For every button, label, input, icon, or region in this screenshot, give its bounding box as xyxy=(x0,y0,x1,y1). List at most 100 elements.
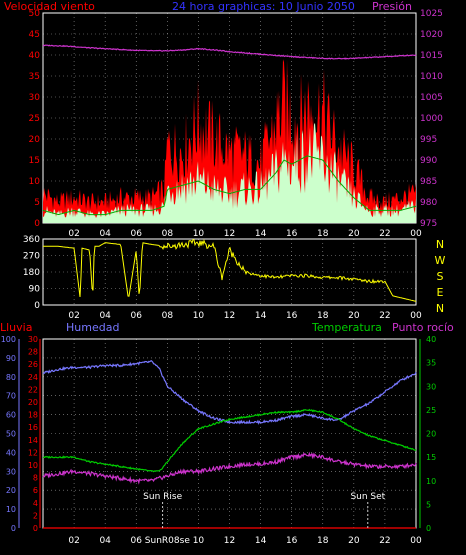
pressure-y-tick-label: 1000 xyxy=(420,114,443,124)
x-tick-label: 04 xyxy=(99,536,111,546)
humidity-line xyxy=(42,359,417,425)
humidity-y-tick-label: 10 xyxy=(6,505,16,514)
rain-y-tick-label: 0 xyxy=(33,524,38,533)
humidity-y-tick-label: 80 xyxy=(6,373,16,382)
humidity-y-tick-label: 60 xyxy=(6,411,16,420)
direction-y-tick-label: 360 xyxy=(23,235,40,245)
x-tick-label: 20 xyxy=(348,311,360,321)
direction-y-tick-label: 90 xyxy=(29,285,41,295)
x-tick-label: 14 xyxy=(255,229,267,239)
x-tick-label: 20 xyxy=(348,229,360,239)
rain-y-tick-label: 6 xyxy=(33,486,38,495)
humidity-y-tick-label: 20 xyxy=(6,486,16,495)
x-tick-label: 22 xyxy=(379,536,390,546)
wind-y-tick-label: 5 xyxy=(34,198,40,208)
wind-y-tick-label: 35 xyxy=(29,72,40,82)
temperature-y-tick-label: 20 xyxy=(426,430,436,439)
x-tick-label: 16 xyxy=(286,311,298,321)
humidity-y-tick-label: 0 xyxy=(11,524,16,533)
x-tick-label: 14 xyxy=(255,536,267,546)
x-tick-label: SunR08se xyxy=(145,536,191,546)
wind-avg-line xyxy=(42,155,417,216)
wind-marks xyxy=(42,44,417,223)
x-tick-label: 00 xyxy=(410,229,422,239)
temperature-y-tick-label: 0 xyxy=(426,524,431,533)
direction-y-tick-label: 0 xyxy=(34,301,40,311)
humidity-y-tick-label: 40 xyxy=(6,448,16,457)
sun-annotation: Sun Rise xyxy=(143,492,182,502)
compass-label: S xyxy=(437,270,444,283)
wind-y-tick-label: 50 xyxy=(29,9,41,19)
x-tick-label: 14 xyxy=(255,311,267,321)
chart-title: 24 hora graphicas: 10 Junio 2050 xyxy=(172,0,355,13)
pressure-y-tick-label: 990 xyxy=(420,156,437,166)
x-tick-label: 08 xyxy=(162,229,174,239)
wind-x-ticks: 02 04 06 08 10 12 14 16 18 20 22 00 xyxy=(68,229,422,239)
x-tick-label: 06 xyxy=(131,311,143,321)
pressure-line xyxy=(42,44,417,60)
rain-y-tick-label: 14 xyxy=(28,436,38,445)
sun-annotation: Sun Set xyxy=(350,492,385,502)
pressure-axis-label: Presión xyxy=(372,0,412,13)
x-tick-label: 02 xyxy=(68,536,79,546)
x-tick-label: 00 xyxy=(410,536,422,546)
temperature-y-tick-label: 40 xyxy=(426,335,436,344)
humidity-y-tick-label: 30 xyxy=(6,467,16,476)
pressure-y-ticks: 1025 1020 1015 1010 1005 1000 995 990 985 980 975 xyxy=(420,9,443,229)
pressure-y-tick-label: 1015 xyxy=(420,51,443,61)
rain-axis-label: Lluvia xyxy=(0,321,32,334)
humidity-axis-label: Humedad xyxy=(66,321,119,334)
pressure-y-tick-label: 980 xyxy=(420,198,437,208)
temperature-line xyxy=(42,408,417,473)
rain-y-tick-label: 10 xyxy=(28,461,38,470)
x-tick-label: 08 xyxy=(162,311,174,321)
compass-label: N xyxy=(436,238,444,251)
rain-y-tick-label: 2 xyxy=(33,511,38,520)
x-tick-label: 02 xyxy=(68,311,79,321)
sun-annotations: Sun Rise Sun Set xyxy=(143,492,386,528)
humidity-y-tick-label: 100 xyxy=(1,335,16,344)
temperature-y-tick-label: 35 xyxy=(426,359,436,368)
x-tick-label: 00 xyxy=(410,311,422,321)
temperature-y-tick-label: 10 xyxy=(426,477,436,486)
x-tick-label: 12 xyxy=(224,311,235,321)
humidity-y-tick-label: 50 xyxy=(6,430,16,439)
x-tick-label: 22 xyxy=(379,229,390,239)
wind-y-tick-label: 25 xyxy=(29,114,40,124)
x-tick-label: 16 xyxy=(286,536,298,546)
pressure-y-tick-label: 975 xyxy=(420,219,437,229)
temperature-y-tick-label: 5 xyxy=(426,500,431,509)
x-tick-label: 04 xyxy=(99,229,111,239)
rain-y-tick-label: 24 xyxy=(28,373,38,382)
temp-x-ticks: 02 04 06 SunR08se 10 12 14 16 18 20 22 00 xyxy=(68,536,422,546)
x-tick-label: 10 xyxy=(193,311,205,321)
direction-y-tick-label: 270 xyxy=(23,252,40,262)
pressure-y-tick-label: 1010 xyxy=(420,72,443,82)
direction-y-tick-label: 180 xyxy=(23,268,40,278)
wind-y-tick-label: 30 xyxy=(29,93,41,103)
temperature-y-tick-label: 25 xyxy=(426,406,436,415)
wind-y-tick-label: 20 xyxy=(29,135,41,145)
x-tick-label: 18 xyxy=(317,536,329,546)
rain-y-tick-label: 20 xyxy=(28,398,38,407)
temperature-axis-label: Temperatura xyxy=(311,321,382,334)
pressure-y-tick-label: 1020 xyxy=(420,30,443,40)
temperature-y-ticks: 40 35 30 25 20 15 10 5 0 xyxy=(419,335,436,533)
wind-y-tick-label: 45 xyxy=(29,30,40,40)
direction-y-ticks: 360 270 180 90 0 xyxy=(23,235,40,311)
direction-x-ticks: 02 04 06 08 10 12 14 16 18 20 22 00 xyxy=(68,311,422,321)
x-tick-label: 02 xyxy=(68,229,79,239)
x-tick-label: 18 xyxy=(317,229,329,239)
dewpoint-axis-label: Punto rocío xyxy=(392,321,454,334)
dewpoint-line xyxy=(42,451,417,485)
x-tick-label: 16 xyxy=(286,229,298,239)
humidity-y-tick-label: 70 xyxy=(6,392,16,401)
x-tick-label: 20 xyxy=(348,536,360,546)
wind-avg-area xyxy=(43,122,416,223)
rain-y-tick-label: 28 xyxy=(28,348,38,357)
